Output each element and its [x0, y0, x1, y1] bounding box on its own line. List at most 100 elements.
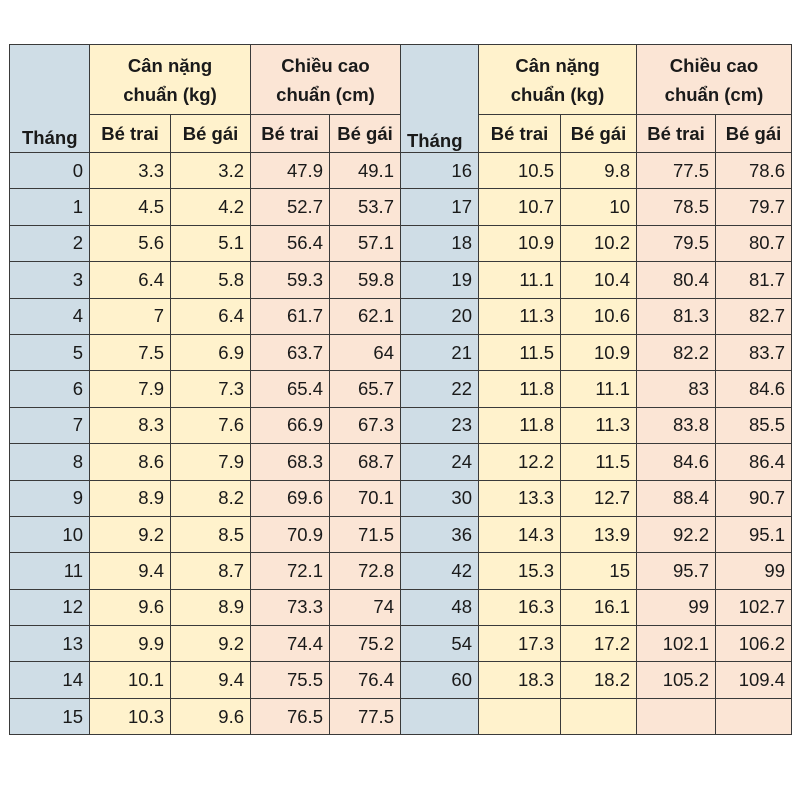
weight-boy-cell: 7 [89, 297, 171, 335]
weight-girl-header: Bé gái [560, 114, 637, 153]
weight-boy-cell: 18.3 [478, 661, 561, 699]
table-row: 1 4.5 4.2 52.7 53.7 17 10.7 10 78.5 79.7 [9, 188, 792, 226]
height-boy-cell: 74.4 [250, 625, 330, 663]
height-girl-cell: 57.1 [329, 224, 401, 263]
weight-boy-cell: 12.2 [478, 443, 561, 481]
weight-girl-cell: 8.5 [170, 515, 251, 554]
height-girl-cell: 62.1 [329, 297, 401, 335]
month-cell: 5 [9, 333, 90, 372]
weight-boy-cell: 10.5 [478, 151, 561, 190]
height-girl-header: Bé gái [329, 114, 401, 153]
weight-girl-cell: 6.9 [170, 333, 251, 372]
month-cell: 7 [9, 406, 90, 445]
month-cell: 0 [9, 151, 90, 190]
weight-girl-cell: 9.2 [170, 625, 251, 663]
weight-boy-cell: 8.3 [89, 406, 171, 445]
table-row: 3 6.4 5.8 59.3 59.8 19 11.1 10.4 80.4 81.7 [9, 261, 792, 299]
height-boy-header: Bé trai [250, 114, 330, 153]
weight-girl-cell: 13.9 [560, 515, 637, 554]
height-girl-cell: 75.2 [329, 625, 401, 663]
height-boy-cell: 47.9 [250, 151, 330, 190]
height-girl-header: Bé gái [715, 114, 792, 153]
height-boy-cell: 83 [636, 370, 716, 408]
height-boy-cell: 68.3 [250, 443, 330, 481]
month-cell: 16 [400, 151, 479, 190]
month-header-label: Tháng [407, 130, 463, 151]
height-boy-cell: 81.3 [636, 297, 716, 335]
height-header-line1: Chiều cao [281, 54, 370, 76]
weight-girl-cell: 8.2 [170, 479, 251, 517]
weight-boy-cell: 11.5 [478, 333, 561, 372]
weight-boy-cell: 14.3 [478, 515, 561, 554]
weight-header-line2: chuẩn (kg) [123, 83, 217, 105]
height-girl-cell: 67.3 [329, 406, 401, 445]
month-cell: 19 [400, 261, 479, 299]
height-girl-cell: 64 [329, 333, 401, 372]
weight-boy-cell: 10.9 [478, 224, 561, 263]
month-cell: 8 [9, 443, 90, 481]
month-cell: 48 [400, 588, 479, 627]
weight-boy-cell: 11.1 [478, 261, 561, 299]
weight-girl-cell: 9.4 [170, 661, 251, 699]
weight-boy-cell: 11.8 [478, 370, 561, 408]
weight-header-line1: Cân nặng [127, 54, 213, 76]
weight-boy-cell: 4.5 [89, 188, 171, 226]
month-cell: 23 [400, 406, 479, 445]
month-cell: 21 [400, 333, 479, 372]
month-cell: 6 [9, 370, 90, 408]
table-row: 9 8.9 8.2 69.6 70.1 30 13.3 12.7 88.4 90.7 [9, 479, 792, 517]
height-boy-cell: 65.4 [250, 370, 330, 408]
height-boy-cell: 79.5 [636, 224, 716, 263]
header-row-sub: Bé trai Bé gái Bé trai Bé gái Bé trai Bé… [10, 114, 792, 153]
height-header-line2: chuẩn (cm) [276, 83, 375, 105]
month-cell: 15 [9, 697, 90, 736]
month-cell: 36 [400, 515, 479, 554]
weight-girl-cell: 9.6 [170, 697, 251, 736]
height-boy-cell: 69.6 [250, 479, 330, 517]
month-cell: 17 [400, 188, 479, 226]
weight-boy-cell: 9.6 [89, 588, 171, 627]
height-group-header-left: Chiều cao chuẩn (cm) [250, 44, 401, 115]
height-girl-cell: 79.7 [715, 188, 792, 226]
header-row-groups: Tháng Cân nặng chuẩn (kg) Chiều cao chuẩ… [9, 44, 792, 153]
height-girl-cell: 95.1 [715, 515, 792, 554]
height-girl-cell: 59.8 [329, 261, 401, 299]
weight-girl-cell: 5.1 [170, 224, 251, 263]
weight-boy-cell: 10.1 [89, 661, 171, 699]
month-cell: 20 [400, 297, 479, 335]
weight-group-header-left: Cân nặng chuẩn (kg) [89, 44, 251, 115]
height-boy-cell: 80.4 [636, 261, 716, 299]
height-girl-cell: 78.6 [715, 151, 792, 190]
height-girl-cell: 86.4 [715, 443, 792, 481]
weight-boy-header: Bé trai [478, 114, 561, 153]
weight-boy-cell: 9.9 [89, 625, 171, 663]
height-girl-cell: 102.7 [715, 588, 792, 627]
table-row: 13 9.9 9.2 74.4 75.2 54 17.3 17.2 102.1 106.2 [9, 625, 792, 663]
height-girl-cell: 53.7 [329, 188, 401, 226]
month-header-label: Tháng [22, 127, 78, 148]
height-boy-cell: 102.1 [636, 625, 716, 663]
month-header-left: Tháng [9, 44, 90, 153]
height-boy-cell: 82.2 [636, 333, 716, 372]
weight-boy-cell: 13.3 [478, 479, 561, 517]
table-row: 7 8.3 7.6 66.9 67.3 23 11.8 11.3 83.8 85.5 [9, 406, 792, 445]
height-boy-cell: 88.4 [636, 479, 716, 517]
weight-girl-cell: 9.8 [560, 151, 637, 190]
weight-boy-cell: 3.3 [89, 151, 171, 190]
weight-girl-cell: 10 [560, 188, 637, 226]
height-girl-cell: 84.6 [715, 370, 792, 408]
height-boy-cell: 99 [636, 588, 716, 627]
weight-girl-cell: 11.1 [560, 370, 637, 408]
weight-boy-cell: 9.2 [89, 515, 171, 554]
table-row: 6 7.9 7.3 65.4 65.7 22 11.8 11.1 83 84.6 [9, 370, 792, 408]
height-girl-cell: 71.5 [329, 515, 401, 554]
height-header-line1: Chiều cao [669, 54, 759, 76]
height-girl-cell: 80.7 [715, 224, 792, 263]
weight-girl-cell: 10.2 [560, 224, 637, 263]
weight-boy-cell: 17.3 [478, 625, 561, 663]
month-cell: 54 [400, 625, 479, 663]
height-girl-cell: 72.8 [329, 552, 401, 590]
height-girl-cell: 81.7 [715, 261, 792, 299]
table-row: 5 7.5 6.9 63.7 64 21 11.5 10.9 82.2 83.7 [9, 333, 792, 372]
weight-boy-header: Bé trai [89, 114, 171, 153]
